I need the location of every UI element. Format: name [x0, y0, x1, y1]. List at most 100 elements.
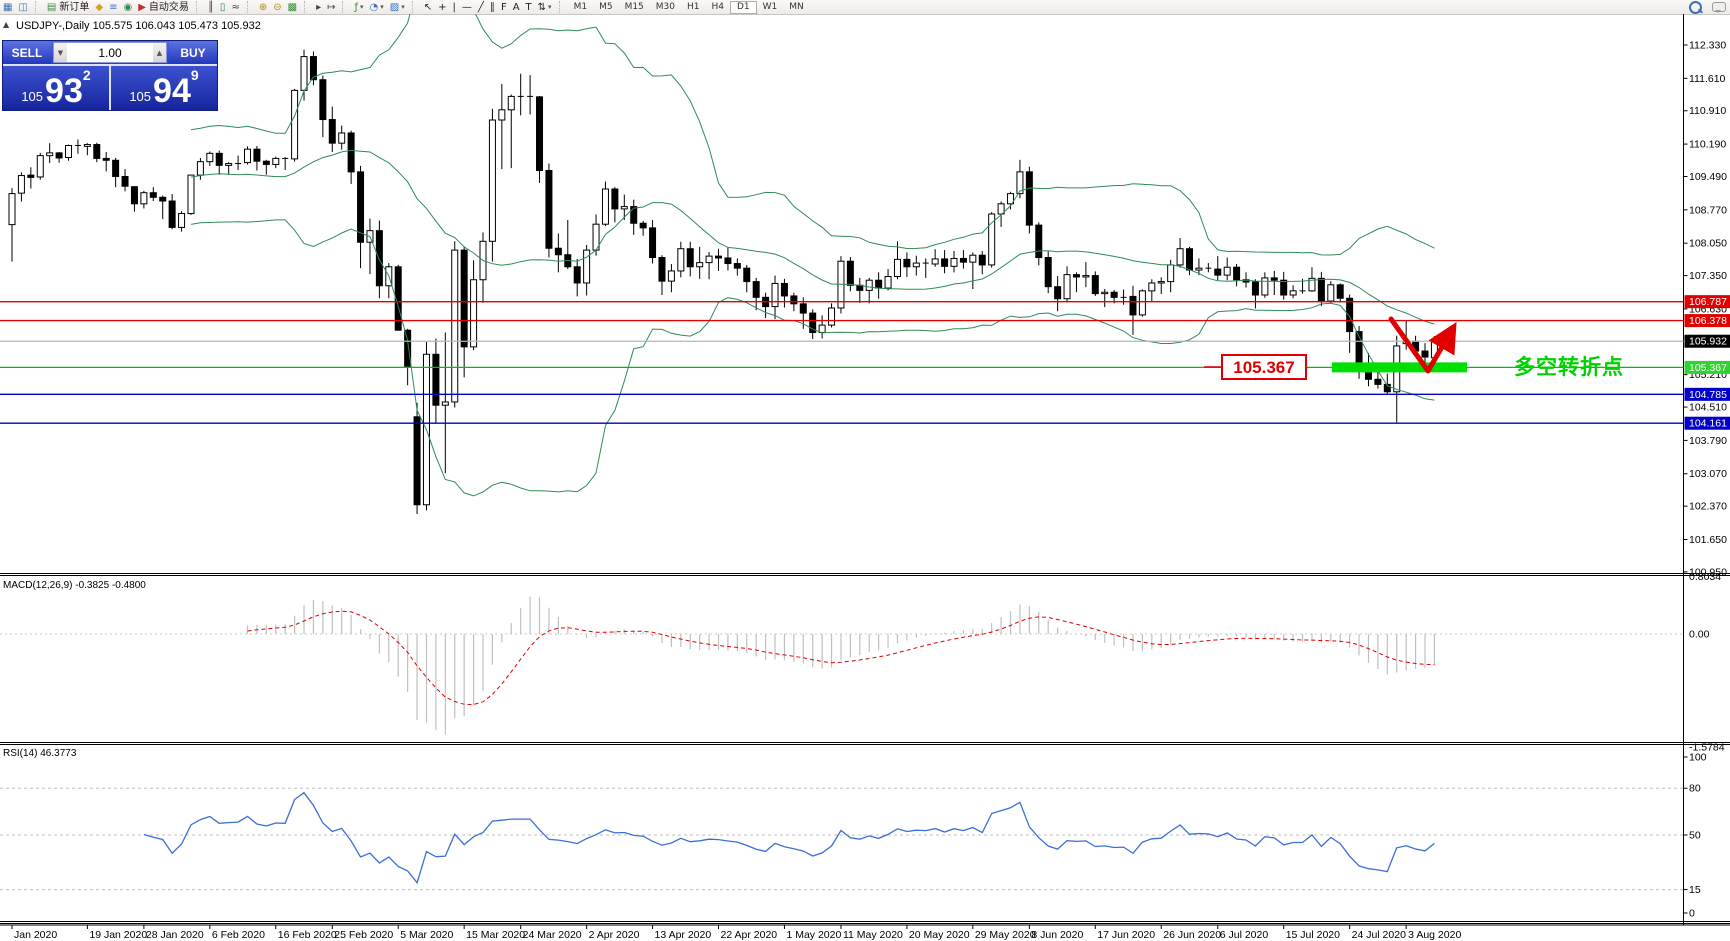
candle-bear	[432, 353, 440, 406]
arrows-icon-dropdown[interactable]: ▾	[548, 2, 552, 11]
zoom-out-icon[interactable]: ⊖	[270, 1, 284, 14]
trendline-icon[interactable]: ╱	[475, 1, 487, 14]
fibonacci-icon[interactable]: F	[498, 1, 510, 14]
autotrading-button[interactable]: ▶ 自动交易	[135, 1, 192, 14]
price-tick-label: 107.350	[1689, 270, 1727, 282]
candle-bear	[112, 159, 120, 177]
timeframe-w1[interactable]: W1	[762, 2, 778, 12]
timeframe-m5[interactable]: M5	[599, 2, 613, 12]
channel-icon[interactable]: ∥	[487, 1, 498, 14]
candle-bear	[959, 257, 967, 263]
candle-bear	[1280, 279, 1288, 296]
timeframe-d1[interactable]: D1	[730, 0, 757, 14]
buy-price[interactable]: 105 94 9	[111, 66, 217, 110]
periods-icon[interactable]: ◔ ▾	[367, 1, 387, 14]
buy-button[interactable]: BUY	[169, 41, 217, 64]
timeframe-mn[interactable]: MN	[789, 2, 804, 12]
price-tick-label: 110.190	[1689, 139, 1726, 151]
tile-windows-icon[interactable]: ▩	[285, 1, 300, 14]
time-tick-label: 11 May 2020	[843, 929, 903, 941]
horizontal-line-icon[interactable]: —	[459, 1, 475, 14]
candle-bear	[262, 160, 270, 165]
time-tick-label: 28 Jan 2020	[146, 929, 204, 941]
metaeditor-icon[interactable]: ◆	[92, 1, 106, 14]
auto-scroll-icon: ▸	[316, 1, 322, 13]
indicators-icon-dropdown[interactable]: ▾	[360, 2, 364, 11]
macd-signal-line	[247, 610, 1435, 706]
timeframe-h4[interactable]: H4	[711, 2, 725, 12]
arrows-icon[interactable]: ⇅ ▾	[535, 1, 555, 14]
rsi-axis-label: 80	[1689, 783, 1701, 795]
crosshair-icon[interactable]: +	[435, 1, 449, 14]
search-icon[interactable]	[1689, 0, 1702, 14]
candle-bull	[338, 132, 346, 144]
line-chart-icon[interactable]: ≈	[228, 1, 242, 14]
candle-bear	[102, 157, 110, 161]
cursor-icon[interactable]: ↖	[421, 1, 435, 14]
candle-bear	[1186, 248, 1193, 271]
text-icon[interactable]: A	[510, 1, 523, 14]
sell-price-pip: 2	[82, 67, 91, 83]
candle-bull	[272, 157, 280, 165]
periods-icon: ◔	[369, 1, 379, 13]
periods-icon-dropdown[interactable]: ▾	[380, 2, 384, 11]
candle-bear	[658, 257, 666, 282]
candle-bear	[328, 119, 336, 144]
candle-bull	[696, 262, 704, 268]
time-tick-label: 16 Feb 2020	[278, 929, 337, 941]
volume-input[interactable]: 1.00	[98, 45, 122, 60]
candle-bear	[846, 260, 854, 286]
candle-bear	[1214, 268, 1222, 276]
turning-point-label: 多空转折点	[1514, 355, 1624, 379]
new-chart-icon[interactable]: ▦	[0, 1, 15, 14]
sell-price[interactable]: 105 93 2	[3, 66, 109, 110]
candle-bear	[149, 192, 157, 198]
signals-icon[interactable]: ◉	[120, 1, 135, 14]
candle-bull	[583, 249, 591, 284]
timeframe-m15[interactable]: M15	[624, 2, 644, 12]
candle-bear	[799, 303, 807, 314]
candle-bear	[875, 279, 883, 289]
candlestick-chart-icon[interactable]: ▯	[217, 1, 229, 14]
macd-axis-label: 0.00	[1689, 629, 1710, 641]
new-order-button: ▤	[46, 1, 57, 13]
chat-icon[interactable]	[1712, 2, 1726, 13]
price-tag	[1684, 360, 1730, 374]
candle-bull	[667, 270, 675, 282]
candle-bull	[17, 175, 25, 194]
profiles-icon[interactable]: ◫	[15, 1, 30, 14]
oct-toggle-icon[interactable]: ▲	[3, 20, 10, 29]
candle-bull	[705, 255, 713, 264]
zoom-in-icon[interactable]: ⊕	[256, 1, 270, 14]
indicators-icon[interactable]: ƒ ▾	[351, 1, 366, 14]
bar-chart-icon[interactable]: ║	[205, 1, 217, 14]
templates-icon-dropdown[interactable]: ▾	[401, 2, 405, 11]
timeframe-h1[interactable]: H1	[687, 2, 700, 12]
horizontal-line-icon: —	[461, 1, 472, 13]
candle-bull	[225, 163, 233, 166]
price-tag-label: 104.161	[1689, 418, 1727, 430]
candle-bear	[1044, 257, 1052, 288]
candle-bull	[1148, 282, 1156, 292]
price-chart[interactable]: 112.330 111.610 110.910 110.190 109.490 108.7…	[0, 14, 1730, 941]
candle-bull	[997, 203, 1005, 215]
vertical-line-icon[interactable]: |	[450, 1, 459, 14]
price-tag-label: 106.378	[1689, 315, 1727, 327]
label-icon[interactable]: T	[523, 1, 535, 14]
volume-up-button[interactable]: ▲	[153, 43, 166, 62]
market-watch-icon: ≡	[109, 1, 118, 13]
sell-button[interactable]: SELL	[3, 41, 51, 64]
price-tick-label: 103.790	[1689, 435, 1727, 447]
templates-icon[interactable]: ▨ ▾	[387, 1, 408, 14]
new-order-button[interactable]: ▤ 新订单	[44, 1, 92, 14]
volume-down-button[interactable]: ▼	[54, 43, 67, 62]
candle-bear	[357, 171, 365, 243]
cursor-icon: ↖	[423, 1, 433, 13]
chart-shift-icon[interactable]: ↦	[324, 1, 338, 14]
timeframe-m30[interactable]: M30	[655, 2, 675, 12]
market-watch-icon[interactable]: ≡	[106, 1, 120, 14]
price-tag-label: 105.367	[1689, 362, 1727, 374]
price-tick-label: 111.610	[1689, 73, 1726, 85]
auto-scroll-icon[interactable]: ▸	[313, 1, 324, 14]
timeframe-m1[interactable]: M1	[573, 2, 588, 12]
